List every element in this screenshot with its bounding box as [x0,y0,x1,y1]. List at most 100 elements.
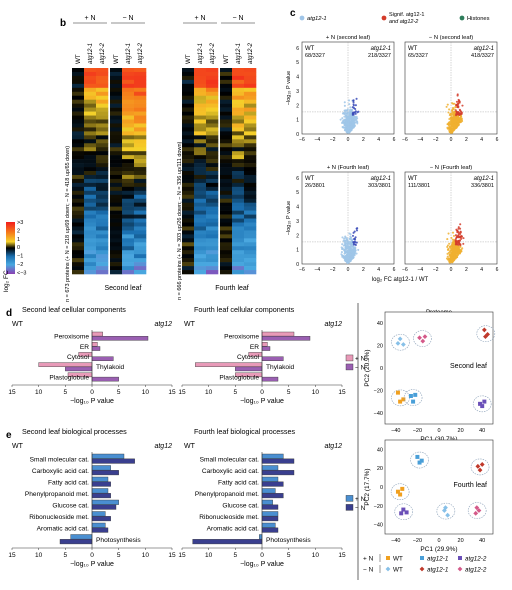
heatmap-cell [182,99,195,104]
bar-legend-label: − N [355,505,366,512]
heatmap-cell [72,206,85,211]
heatmap-cell [220,174,233,180]
heatmap-cell [194,119,207,124]
pca-legend-marker [457,566,463,572]
heatmap-cell [110,107,123,112]
heatmap-cell [182,186,195,192]
heatmap-cell [72,198,85,203]
bar-chart-title: Second leaf cellular components [22,305,126,314]
heatmap-cell [110,254,123,259]
heatmap-cell [232,83,245,89]
heatmap-cell [244,210,257,215]
heatmap-cell [134,258,147,263]
heatmap-cell [110,151,123,156]
volcano-point [450,252,453,255]
heatmap-cell [72,163,85,168]
heatmap-cell [96,266,109,271]
heatmap-cell [122,131,135,136]
bar-category-label: Photosynthesis [96,537,141,544]
heatmap-cell [182,95,195,100]
bar-chart: Fourth leaf cellular components WT atg12 Pe… [178,305,365,405]
heatmap-cell [194,214,207,219]
heatmap-cell [72,266,85,271]
volcano-right-name: atg12-1 [474,176,494,182]
heatmap-cell [84,151,97,156]
bar [261,499,273,505]
heatmap-cell [232,178,245,184]
heatmap-cell [244,270,257,275]
bar-category-label: Phenylpropanoid met. [195,491,259,498]
heatmap-cell [232,190,245,196]
heatmap-cell [220,270,233,275]
heatmap-cell [96,119,109,124]
heatmap-cell [84,163,97,168]
heatmap-cell [220,159,233,164]
heatmap-cell [220,79,233,85]
heatmap-cell [220,230,233,235]
heatmap-cell [84,198,97,203]
volcano-xtick: −4 [417,137,423,143]
legend-marker [299,15,305,21]
bar [261,481,284,487]
volcano-point [353,115,356,118]
heatmap-cell [134,178,147,184]
fourth-leaf-side-label: n = 666 proteins (+ N = 303 up/26 down; … [177,141,183,300]
pca-point [404,510,409,515]
heatmap-cell [232,103,245,108]
heatmap-cell [194,99,207,104]
heatmap-cell [96,91,109,97]
volcano-point [447,251,450,254]
heatmap-cell [220,83,233,89]
volcano-point [455,100,459,103]
heatmap-cell [110,143,123,148]
heatmap-cell [244,123,257,128]
heatmap-cell [232,147,245,152]
volcano-ytick: 6 [296,176,299,182]
heatmap-cell [84,214,97,219]
pca-cluster-ellipse [436,502,456,520]
heatmap-cell [182,123,195,128]
bar [91,488,109,494]
heatmap-cell [96,171,109,176]
heatmap-cell [122,222,135,227]
heatmap-cell [232,171,245,176]
bar-category-label: Plastoglobule [219,374,259,381]
volcano-point [341,125,344,129]
bar-legend-swatch [345,504,354,511]
heatmap-cell [84,190,97,196]
heatmap-cell [220,171,233,176]
heatmap-cell [206,254,219,259]
volcano-point [451,124,454,127]
heatmap-cell [220,262,233,267]
heatmap-cell [220,68,233,73]
volcano-ytick: 0 [296,262,299,268]
volcano-point [462,242,465,245]
volcano-point [445,105,448,108]
heatmap-cell [232,127,245,132]
volcano-point [349,257,352,260]
heatmap-cell [220,151,233,156]
heatmap-cell [84,218,97,223]
bar-chart: Second leaf cellular components WT atg12 Pe… [8,305,176,405]
pca-point [481,327,487,333]
heatmap-cell [244,246,257,251]
bar-xtick-label: 10 [205,552,213,559]
volcano-point [448,108,451,111]
heatmap-cell [72,151,85,156]
heatmap-cell [96,143,109,148]
heatmap-column-label: WT [75,54,82,64]
pca-point [401,397,406,402]
heatmap-cell [182,127,195,132]
volcano-point [352,254,355,257]
heatmap-cell [206,95,219,100]
heatmap-cell [220,135,233,140]
volcano-point [448,127,451,130]
heatmap-cell [220,214,233,219]
heatmap-cell [194,190,207,196]
heatmap-cell [182,115,195,120]
bar-category-label: Peroxisome [54,334,89,341]
heatmap-cell [72,182,85,188]
heatmap-cell [96,68,109,73]
bar [70,534,93,540]
heatmap-cell [110,222,123,227]
